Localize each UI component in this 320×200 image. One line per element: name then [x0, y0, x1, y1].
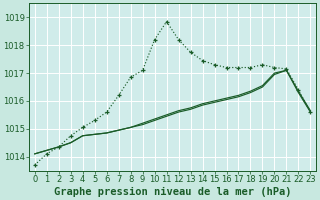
X-axis label: Graphe pression niveau de la mer (hPa): Graphe pression niveau de la mer (hPa): [54, 186, 291, 197]
